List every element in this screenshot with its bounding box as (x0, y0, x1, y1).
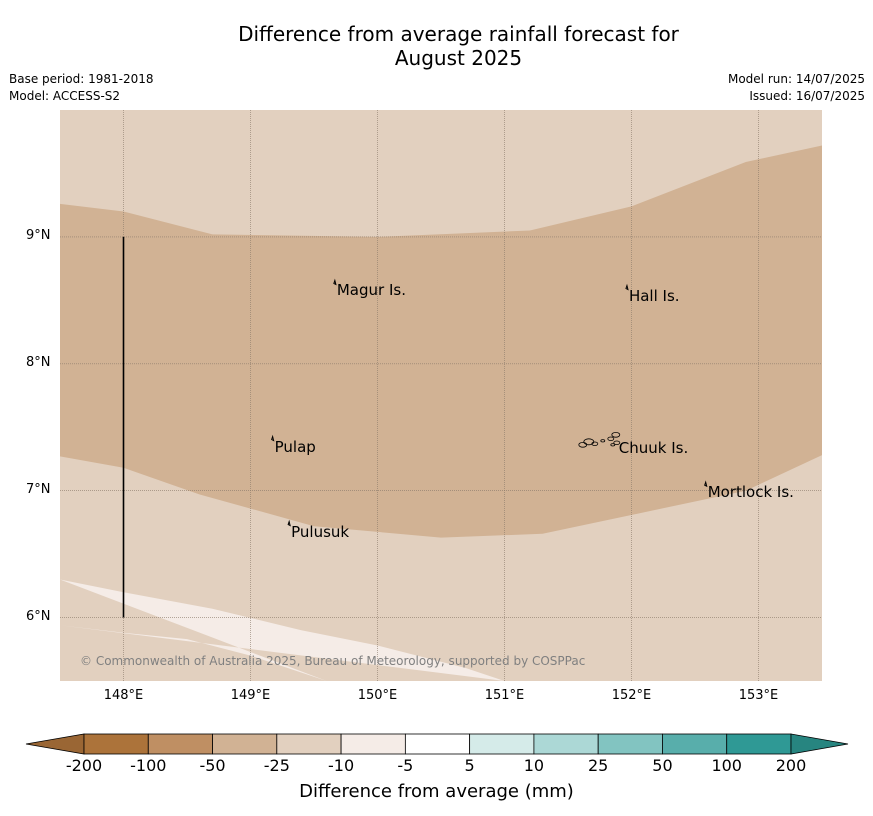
rainfall-band-0 (60, 145, 822, 538)
island-outline (613, 440, 621, 445)
colorbar-swatch (212, 733, 278, 755)
base-period-text: Base period: 1981-2018 (9, 72, 154, 86)
place-label: Magur Is. (336, 281, 406, 300)
colorbar-tick-label: 100 (711, 756, 742, 775)
model-run-text: Model run: 14/07/2025 (727, 72, 865, 86)
lon-tick-label: 150°E (357, 688, 398, 703)
colorbar-swatch (469, 733, 535, 755)
island-outline (611, 431, 621, 438)
colorbar-tick-label: -100 (130, 756, 167, 775)
island-outline (591, 441, 599, 446)
place-label: Pulap (274, 437, 316, 456)
map-title: Difference from average rainfall forecas… (0, 22, 873, 70)
lon-tick-label: 153°E (738, 688, 779, 703)
island-outline (704, 480, 708, 488)
island-outline (333, 278, 337, 286)
colorbar-extend-high (790, 733, 849, 755)
place-label: Chuuk Is. (618, 438, 689, 457)
model-text: Model: ACCESS-S2 (9, 89, 121, 103)
colorbar-swatch (726, 733, 792, 755)
colorbar-tick-label: -10 (328, 756, 355, 775)
copyright-notice: © Commonwealth of Australia 2025, Bureau… (80, 654, 586, 668)
colorbar-tick-label: 50 (652, 756, 673, 775)
colorbar-tick-label: -25 (263, 756, 290, 775)
meta-left: Base period: 1981-2018 Model: ACCESS-S2 (9, 71, 154, 105)
colorbar-label: Difference from average (mm) (299, 781, 574, 802)
colorbar-tick-label: 25 (587, 756, 609, 775)
colorbar-swatch (83, 733, 149, 755)
colorbar-extend-low (25, 733, 85, 755)
lat-tick-label: 7°N (26, 481, 51, 497)
colorbar-swatch (662, 733, 728, 755)
lon-tick-label: 149°E (230, 688, 271, 703)
island-outline (607, 436, 615, 441)
colorbar-swatch (340, 733, 406, 755)
lon-tick-label: 148°E (103, 688, 144, 703)
lon-tick-label: 151°E (484, 688, 525, 703)
meta-right: Model run: 14/07/2025 Issued: 16/07/2025 (728, 71, 865, 105)
lat-tick-label: 8°N (26, 354, 51, 370)
island-outline (271, 434, 275, 442)
colorbar-tick-label: 200 (775, 756, 807, 775)
colorbar-swatch (533, 733, 599, 755)
island-outline (600, 439, 606, 443)
island-outline (610, 443, 616, 447)
colorbar-tick-label: -200 (65, 756, 103, 775)
colorbar-tick-label: 10 (523, 756, 545, 775)
place-label: Pulusuk (291, 522, 350, 541)
place-label: Mortlock Is. (707, 483, 794, 502)
colorbar-tick-label: -5 (397, 756, 414, 775)
issued-text: Issued: 16/07/2025 (749, 89, 865, 103)
island-outline (287, 519, 291, 527)
colorbar-tick-label: 5 (464, 756, 475, 775)
colorbar-swatch (597, 733, 663, 755)
lat-tick-label: 9°N (26, 227, 51, 243)
place-label: Hall Is. (628, 286, 680, 305)
title-line-1: Difference from average rainfall forecas… (238, 22, 679, 46)
rainfall-band-1 (60, 579, 505, 681)
colorbar-swatch (404, 733, 471, 755)
title-line-2: August 2025 (394, 46, 523, 70)
island-outline (625, 283, 629, 291)
colorbar-swatch (276, 733, 342, 755)
lat-tick-label: 6°N (26, 608, 51, 624)
lon-tick-label: 152°E (611, 688, 652, 703)
colorbar-swatch (147, 733, 213, 755)
colorbar-tick-label: -50 (199, 756, 226, 775)
